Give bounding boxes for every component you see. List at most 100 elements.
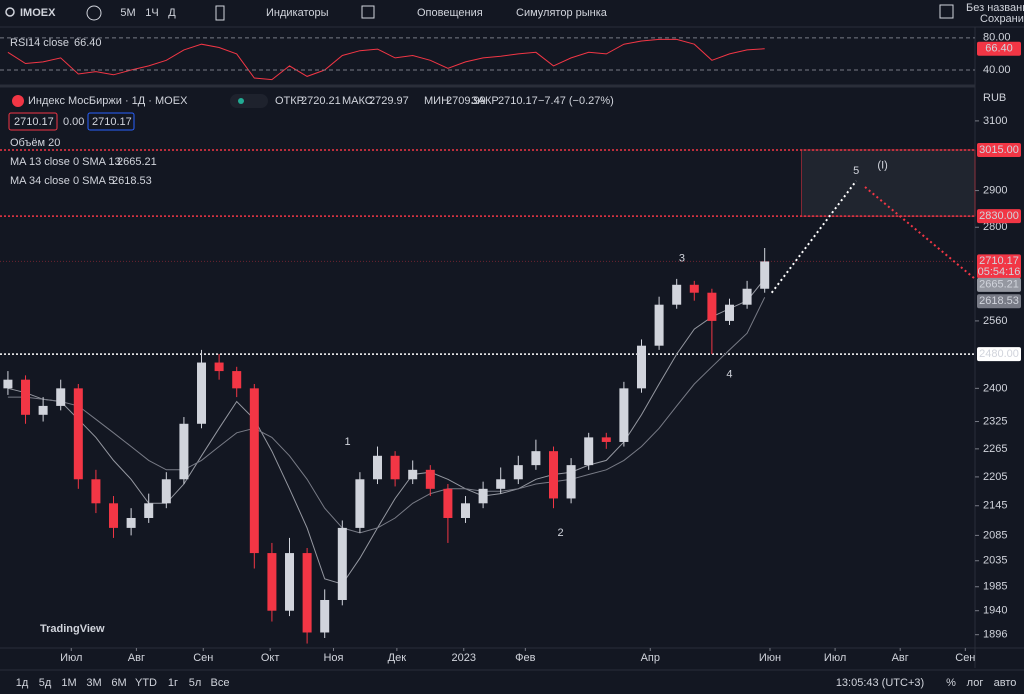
wave-label: (I) bbox=[877, 160, 887, 172]
y-tick-label: 2085 bbox=[983, 529, 1007, 541]
candle-body bbox=[109, 503, 119, 528]
moving-average bbox=[7, 297, 766, 534]
candle-body bbox=[320, 599, 330, 633]
candle-body bbox=[249, 388, 259, 554]
ohlc-high-label: МАКС bbox=[342, 95, 373, 107]
x-tick-label: Апр bbox=[641, 652, 660, 664]
layout-name[interactable]: Без названия bbox=[966, 2, 1024, 14]
replay-button[interactable]: Симулятор рынка bbox=[516, 7, 608, 19]
y-tick-label: 2400 bbox=[983, 382, 1007, 394]
input-value: 2710.17 bbox=[14, 116, 54, 128]
y-tick-label: 1940 bbox=[983, 605, 1007, 617]
clock: 13:05:43 (UTC+3) bbox=[836, 677, 924, 689]
candle-body bbox=[513, 465, 523, 480]
candle-body bbox=[21, 379, 31, 415]
rsi-title: RSI bbox=[10, 37, 28, 49]
range-button[interactable]: Все bbox=[211, 677, 230, 689]
rsi-badge-label: 66.40 bbox=[985, 43, 1013, 55]
rsi-value: 66.40 bbox=[74, 37, 102, 49]
level-badge bbox=[977, 347, 1021, 362]
add-symbol-icon[interactable] bbox=[86, 5, 102, 21]
range-button[interactable]: YTD bbox=[135, 677, 157, 689]
y-tick-label: 3100 bbox=[983, 115, 1007, 127]
candle-body bbox=[636, 345, 646, 389]
interval[interactable]: 5М bbox=[120, 7, 135, 19]
candle-body bbox=[144, 503, 154, 518]
input-value: 2710.17 bbox=[92, 116, 132, 128]
candle-body bbox=[337, 527, 347, 600]
level-badge bbox=[977, 142, 1021, 157]
y-tick-label: 2205 bbox=[983, 471, 1007, 483]
wave-projection bbox=[864, 186, 976, 280]
layout-checkbox[interactable] bbox=[939, 4, 954, 19]
candle-body bbox=[91, 479, 101, 504]
symbol-icon bbox=[12, 95, 24, 107]
ma-legend: MA 13 close 0 SMA 13 bbox=[10, 156, 121, 168]
ohlc-close: 2710.17 bbox=[498, 95, 538, 107]
candle-body bbox=[179, 423, 189, 480]
candle-body bbox=[566, 465, 576, 499]
range-button[interactable]: 6М bbox=[111, 677, 126, 689]
candle-body bbox=[601, 437, 611, 442]
candle-body bbox=[584, 437, 594, 466]
candle-body bbox=[496, 479, 506, 489]
log-toggle[interactable]: лог bbox=[967, 677, 984, 689]
ma-legend-value: 2618.53 bbox=[112, 175, 152, 187]
target-zone bbox=[801, 149, 976, 217]
chart-title: Индекс МосБиржи · 1Д · MOEX bbox=[28, 95, 188, 107]
x-tick-label: Ноя bbox=[323, 652, 343, 664]
templates-icon[interactable] bbox=[361, 5, 375, 19]
candle-body bbox=[214, 362, 224, 372]
range-button[interactable]: 1М bbox=[61, 677, 76, 689]
price-input[interactable] bbox=[8, 112, 58, 131]
rsi-line bbox=[7, 38, 765, 81]
x-tick-label: Сен bbox=[193, 652, 213, 664]
candle-body bbox=[531, 451, 541, 466]
candle-body bbox=[707, 292, 717, 321]
save-label[interactable]: Сохранить bbox=[980, 13, 1024, 25]
search-icon[interactable] bbox=[5, 7, 15, 17]
level-label: 2480.00 bbox=[979, 348, 1019, 360]
volume-legend: Объём 20 bbox=[10, 137, 60, 149]
candle-body bbox=[390, 455, 400, 480]
range-button[interactable]: 3М bbox=[86, 677, 101, 689]
currency: RUB bbox=[983, 92, 1006, 104]
y-tick-label: 2800 bbox=[983, 221, 1007, 233]
auto-toggle[interactable]: авто bbox=[994, 677, 1017, 689]
indicators-button[interactable]: Индикаторы bbox=[266, 7, 329, 19]
candle-body bbox=[443, 488, 453, 518]
ohlc-open: 2720.21 bbox=[301, 95, 341, 107]
x-tick-label: 2023 bbox=[451, 652, 475, 664]
alerts-button[interactable]: Оповещения bbox=[417, 7, 483, 19]
interval[interactable]: 1Ч bbox=[145, 7, 158, 19]
ohlc-close-label: ЗАКР bbox=[471, 95, 499, 107]
range-button[interactable]: 5д bbox=[39, 677, 52, 689]
ohlc-low: 2709.99 bbox=[446, 95, 486, 107]
candle-body bbox=[478, 488, 488, 504]
percent-toggle[interactable]: % bbox=[946, 677, 956, 689]
status-dot bbox=[238, 98, 244, 104]
range-button[interactable]: 1д bbox=[16, 677, 29, 689]
candle-body bbox=[161, 479, 171, 504]
candle-body bbox=[285, 553, 295, 611]
chart-type-icon[interactable] bbox=[215, 5, 225, 21]
level-label: 3015.00 bbox=[979, 144, 1019, 156]
range-button[interactable]: 5л bbox=[189, 677, 202, 689]
range-button[interactable]: 1г bbox=[168, 677, 178, 689]
candle-body bbox=[619, 388, 629, 442]
x-tick-label: Фев bbox=[515, 652, 535, 664]
interval[interactable]: Д bbox=[168, 7, 176, 19]
symbol[interactable]: IMOEX bbox=[20, 7, 56, 19]
last-price-label: 2710.17 bbox=[979, 255, 1019, 267]
candle-body bbox=[302, 553, 312, 633]
x-tick-label: Июл bbox=[824, 652, 846, 664]
ma-legend: MA 34 close 0 SMA 5 bbox=[10, 175, 115, 187]
candle-body bbox=[3, 379, 13, 389]
y-tick-label: 2325 bbox=[983, 415, 1007, 427]
wave-label: 1 bbox=[345, 436, 351, 448]
wave-label: 5 bbox=[853, 165, 859, 177]
y-tick-label: 2035 bbox=[983, 555, 1007, 567]
ohlc-change: −7.47 (−0.27%) bbox=[538, 95, 614, 107]
price-input[interactable] bbox=[87, 112, 135, 131]
x-tick-label: Июл bbox=[60, 652, 82, 664]
